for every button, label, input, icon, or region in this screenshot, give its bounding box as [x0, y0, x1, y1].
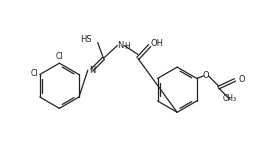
Text: O: O	[202, 71, 209, 81]
Text: N: N	[89, 66, 95, 75]
Text: Cl: Cl	[30, 69, 38, 78]
Text: CH₃: CH₃	[223, 94, 237, 103]
Text: Cl: Cl	[56, 52, 63, 61]
Text: HS: HS	[80, 35, 92, 44]
Text: H: H	[124, 42, 130, 51]
Text: OH: OH	[151, 39, 164, 48]
Text: N: N	[117, 41, 123, 50]
Text: O: O	[239, 75, 246, 84]
